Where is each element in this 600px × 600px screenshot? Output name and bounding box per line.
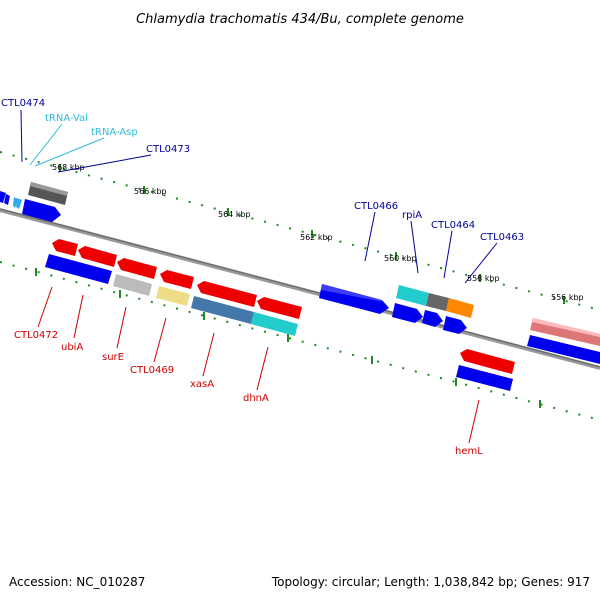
page-title: Chlamydia trachomatis 434/Bu, complete g… bbox=[136, 12, 464, 27]
gene-label: CTL0464 bbox=[431, 220, 475, 231]
gene-arrow[interactable] bbox=[156, 286, 190, 306]
gene-highlight bbox=[532, 318, 600, 337]
major-ticks-lower bbox=[35, 268, 541, 408]
gene-label: surE bbox=[102, 352, 124, 363]
gene-arrow[interactable] bbox=[22, 199, 61, 222]
leader-line bbox=[34, 137, 105, 167]
major-ticks bbox=[59, 164, 565, 304]
leader-line bbox=[73, 294, 84, 339]
gene-arrow[interactable] bbox=[460, 349, 515, 374]
tick-track-upper bbox=[0, 151, 600, 311]
tick-label: 560 kbp bbox=[384, 254, 417, 263]
gene-arrow[interactable] bbox=[422, 310, 443, 327]
gene-label: CTL0466 bbox=[354, 201, 398, 212]
leader-line bbox=[116, 306, 127, 349]
tick-label: 566 kbp bbox=[134, 187, 167, 196]
gene-arrow[interactable] bbox=[0, 191, 6, 203]
gene-arrow[interactable] bbox=[426, 293, 449, 311]
tick-label: 564 kbp bbox=[218, 210, 251, 219]
gene-arrow[interactable] bbox=[443, 316, 467, 334]
gene-arrow[interactable] bbox=[251, 312, 298, 336]
leader-line bbox=[468, 399, 480, 444]
leader-line bbox=[57, 154, 152, 173]
gene-label: CTL0472 bbox=[14, 330, 58, 341]
leader-line bbox=[37, 286, 53, 328]
tick-label: 556 kbp bbox=[551, 293, 584, 302]
gene-arrow[interactable] bbox=[446, 298, 474, 318]
leader-line bbox=[256, 346, 269, 391]
leader-line bbox=[364, 211, 376, 262]
gene-arrow[interactable] bbox=[45, 254, 112, 284]
trna-arrow[interactable] bbox=[13, 197, 18, 208]
genome-backbone bbox=[0, 208, 600, 370]
gene-label: hemL bbox=[455, 446, 483, 457]
gene-label: CTL0473 bbox=[146, 144, 190, 155]
gene-label: rpiA bbox=[402, 210, 422, 221]
tick-label: 562 kbp bbox=[300, 233, 333, 242]
gene-arrow[interactable] bbox=[197, 281, 257, 307]
gene-arrow[interactable] bbox=[257, 297, 302, 319]
gene-label: CTL0463 bbox=[480, 232, 524, 243]
leader-line bbox=[202, 332, 215, 377]
tick-track-lower bbox=[0, 261, 600, 421]
leader-line bbox=[153, 317, 167, 363]
leader-lines-bottom bbox=[37, 286, 480, 444]
tick-label: 558 kbp bbox=[467, 274, 500, 283]
gene-arrow[interactable] bbox=[117, 258, 157, 279]
gene-label: tRNA-Asp bbox=[91, 127, 138, 138]
gene-arrow[interactable] bbox=[52, 239, 78, 256]
gene-highlight bbox=[321, 284, 384, 302]
leader-line bbox=[410, 220, 419, 274]
leader-lines-top bbox=[20, 109, 498, 284]
gene-label: ubiA bbox=[61, 342, 83, 353]
gene-arrow[interactable] bbox=[78, 246, 117, 267]
tick-label: 568 kbp bbox=[52, 163, 85, 172]
gene-label: CTL0469 bbox=[130, 365, 174, 376]
gene-label: CTL0474 bbox=[1, 98, 45, 109]
gene-arrow[interactable] bbox=[4, 194, 10, 205]
gene-arrow[interactable] bbox=[392, 303, 423, 323]
leader-line bbox=[443, 230, 453, 279]
leader-line bbox=[20, 109, 23, 163]
accession-text: Accession: NC_010287 bbox=[9, 575, 145, 589]
gene-label: xasA bbox=[190, 379, 214, 390]
genome-summary: Topology: circular; Length: 1,038,842 bp… bbox=[271, 575, 590, 589]
trna-arrow[interactable] bbox=[16, 198, 22, 209]
gene-arrow[interactable] bbox=[191, 296, 254, 324]
gene-highlight bbox=[30, 182, 68, 196]
gene-arrow[interactable] bbox=[160, 270, 194, 289]
leader-line bbox=[29, 123, 63, 166]
genome-backbone-core bbox=[0, 208, 600, 368]
gene-arrow[interactable] bbox=[113, 274, 152, 296]
leader-line bbox=[464, 242, 498, 284]
gene-arrow[interactable] bbox=[456, 365, 513, 391]
gene-label: tRNA-Val bbox=[45, 113, 88, 124]
gene-arrow[interactable] bbox=[527, 335, 600, 364]
gene-label: dhnA bbox=[243, 393, 269, 404]
gene-arrow[interactable] bbox=[396, 285, 429, 306]
